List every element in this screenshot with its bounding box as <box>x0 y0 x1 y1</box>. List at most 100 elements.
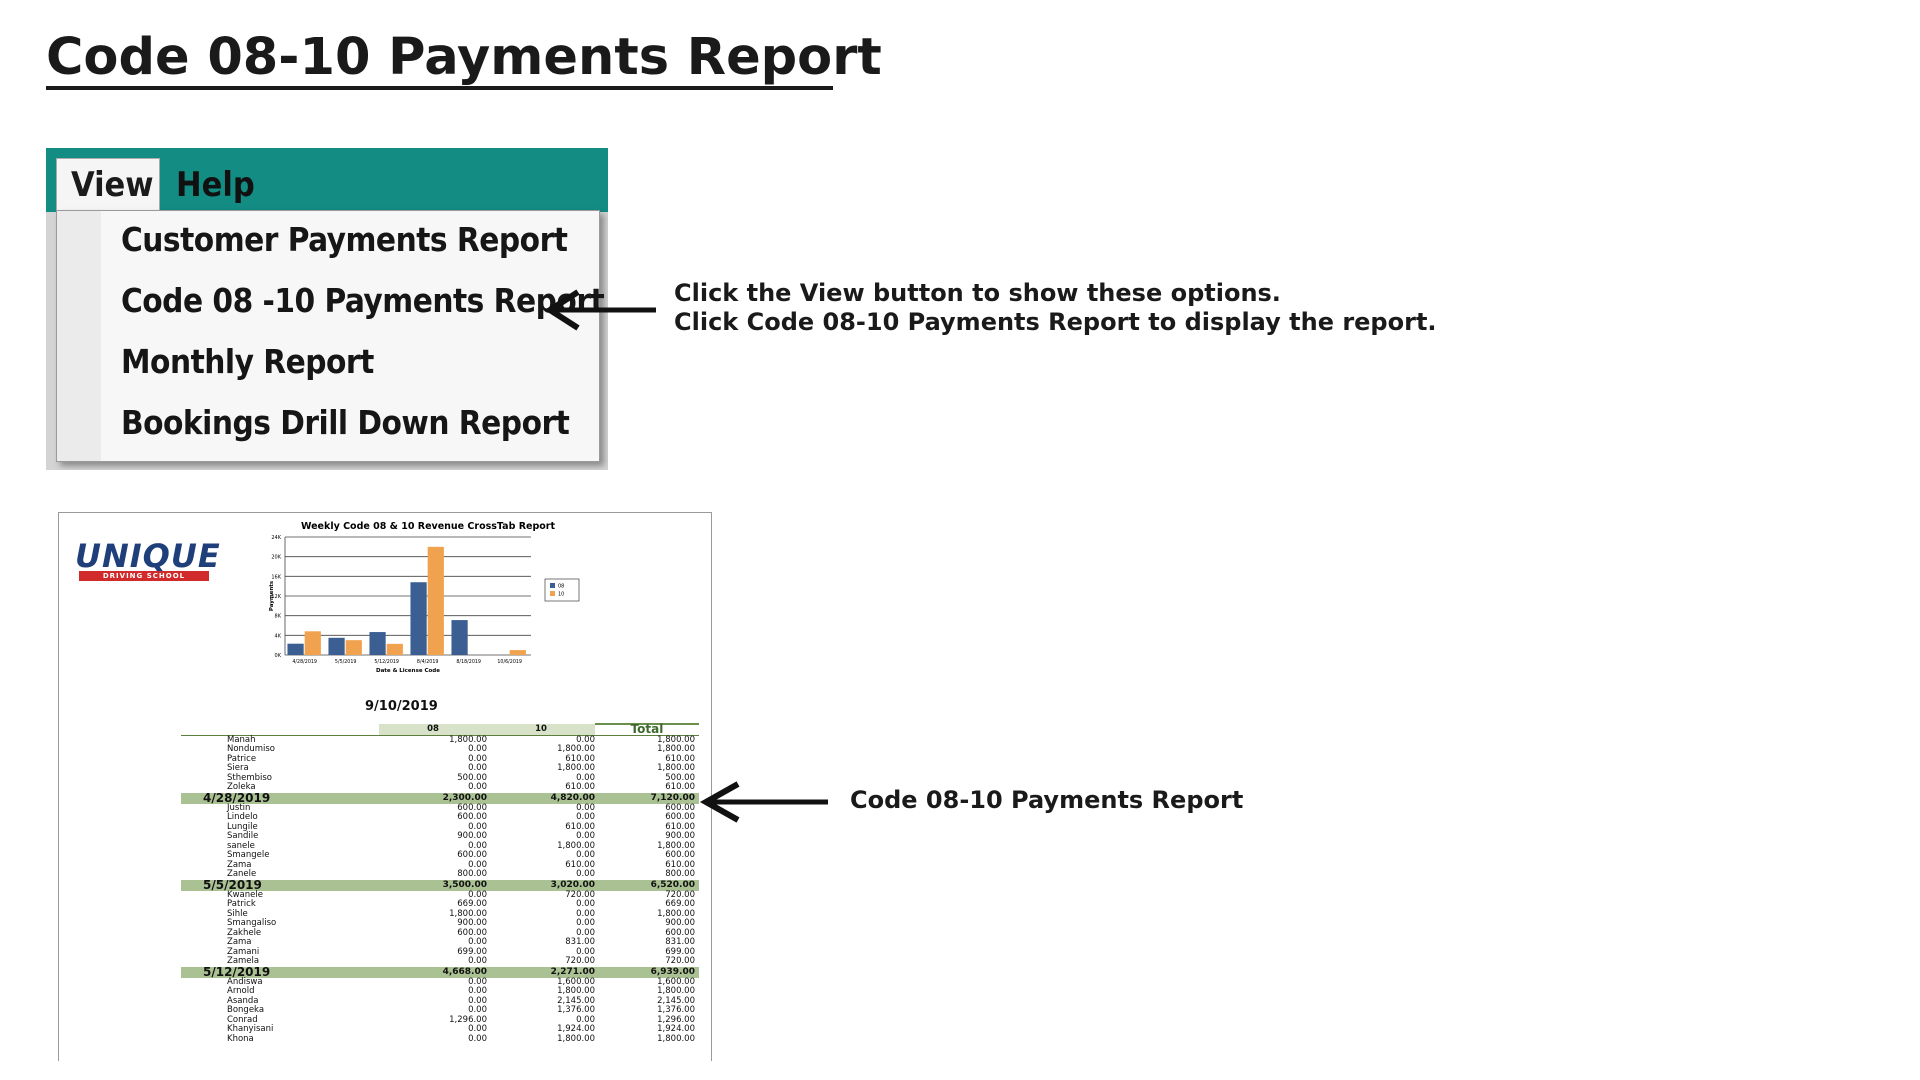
cell-code-08: 0.00 <box>468 744 487 754</box>
menu-item-customer-payments-report[interactable]: Customer Payments Report <box>121 220 568 259</box>
chart-y-tick-label: 24K <box>271 535 281 541</box>
cell-code-08: 1,800.00 <box>379 734 487 745</box>
cell-name: Arnold <box>227 986 255 996</box>
cell-code-08: 0.00 <box>468 782 487 792</box>
logo-text: UNIQUE <box>75 537 221 575</box>
cell-total: 1,800.00 <box>657 763 695 773</box>
subtotal-code-08: 3,500.00 <box>379 879 487 891</box>
menu-callout-line-1: Click the View button to show these opti… <box>674 279 1281 307</box>
subtotal-date: 4/28/2019 <box>181 792 379 804</box>
cell-code-10: 0.00 <box>576 908 595 919</box>
payments-table: 08 10 Total Manah 1,800.00 0.00 1,800.00 Non… <box>181 723 699 1044</box>
cell-total: 500.00 <box>665 772 695 783</box>
cell-total: 600.00 <box>665 812 695 822</box>
cell-code-08: 0.00 <box>468 840 487 851</box>
header-total: Total <box>595 723 699 735</box>
cell-code-08: 900.00 <box>457 831 487 841</box>
menu-item-monthly-report[interactable]: Monthly Report <box>121 342 374 381</box>
cell-name: Manah <box>181 734 379 745</box>
cell-name: Smangele <box>227 850 270 860</box>
cell-code-10: 0.00 <box>576 772 595 783</box>
cell-code-10: 1,800.00 <box>557 986 595 996</box>
table-row: Patrick 669.00 0.00 669.00 <box>181 899 699 910</box>
table-row: Khanyisani 0.00 1,924.00 1,924.00 <box>181 1024 699 1035</box>
cell-code-08: 1,296.00 <box>449 1014 487 1025</box>
arrow-left-icon <box>544 289 656 331</box>
subtotal-total: 6,939.00 <box>595 966 699 978</box>
table-row: Lindelo 600.00 0.00 600.00 <box>181 812 699 823</box>
menu-tab-help[interactable]: Help <box>176 165 255 205</box>
cell-total: 1,800.00 <box>657 1033 695 1044</box>
cell-name: Smangaliso <box>227 918 277 928</box>
logo-subtitle: DRIVING SCHOOL <box>79 571 209 581</box>
cell-name: Conrad <box>227 1014 258 1025</box>
cell-total: 800.00 <box>665 869 695 879</box>
chart-legend-swatch-08 <box>550 583 555 588</box>
cell-name: Zakhele <box>227 927 262 938</box>
chart-legend-swatch-10 <box>550 591 555 596</box>
cell-code-10: 610.00 <box>565 821 595 832</box>
cell-code-10: 0.00 <box>576 899 595 909</box>
cell-total: 600.00 <box>665 927 695 938</box>
cell-name: Zamani <box>227 946 260 957</box>
cell-code-08: 600.00 <box>457 812 487 822</box>
cell-code-08: 600.00 <box>457 802 487 813</box>
cell-code-08: 0.00 <box>468 1005 487 1015</box>
table-row: Manah 1,800.00 0.00 1,800.00 <box>181 734 699 745</box>
cell-code-10: 1,800.00 <box>557 1033 595 1044</box>
chart-bar-08 <box>328 637 345 655</box>
menu-tab-view[interactable]: View <box>56 158 160 212</box>
chart-y-tick-label: 4K <box>275 633 282 639</box>
cell-code-10: 0.00 <box>487 734 595 745</box>
chart-legend-label-08: 08 <box>558 584 564 590</box>
chart-y-axis-label: Payments <box>269 580 275 611</box>
subtotal-total: 7,120.00 <box>595 792 699 804</box>
cell-code-10: 2,145.00 <box>557 995 595 1006</box>
cell-name: Bongeka <box>227 1005 265 1015</box>
menu-item-code-08-10-payments-report[interactable]: Code 08 -10 Payments Report <box>121 281 605 320</box>
header-blank <box>181 724 379 735</box>
table-row: Kwanele 0.00 720.00 720.00 <box>181 889 699 901</box>
cell-code-08: 0.00 <box>468 821 487 832</box>
cell-code-10: 1,800.00 <box>557 763 595 773</box>
cell-name: Khanyisani <box>227 1024 274 1034</box>
cell-code-10: 1,800.00 <box>557 744 595 754</box>
table-row: Asanda 0.00 2,145.00 2,145.00 <box>181 995 699 1007</box>
cell-code-08: 0.00 <box>468 1033 487 1044</box>
cell-code-08: 669.00 <box>457 899 487 909</box>
arrow-left-icon <box>699 781 828 823</box>
table-row: Zama 0.00 831.00 831.00 <box>181 937 699 948</box>
cell-total: 1,924.00 <box>657 1024 695 1034</box>
subtotal-row: 5/5/2019 3,500.00 3,020.00 6,520.00 <box>181 879 699 891</box>
report-callout-text: Code 08-10 Payments Report <box>850 786 1244 814</box>
chart-bar-10 <box>427 546 444 655</box>
table-row: Smangele 600.00 0.00 600.00 <box>181 850 699 861</box>
page-title: Code 08-10 Payments Report <box>46 28 882 87</box>
cell-total: 600.00 <box>665 850 695 860</box>
chart-legend-box <box>544 578 580 602</box>
chart-bar-08 <box>451 620 468 655</box>
revenue-bar-chart: Weekly Code 08 & 10 Revenue CrossTab Rep… <box>269 521 580 674</box>
chart-x-tick-label: 5/5/2019 <box>335 659 357 665</box>
table-row: Siera 0.00 1,800.00 1,800.00 <box>181 763 699 774</box>
cell-total: 600.00 <box>665 802 695 813</box>
cell-code-08: 0.00 <box>468 976 487 987</box>
chart-y-tick-label: 0K <box>275 653 282 659</box>
report-screenshot: UNIQUE DRIVING SCHOOL Weekly Code 08 & 1… <box>58 512 712 1061</box>
cell-code-10: 0.00 <box>576 831 595 841</box>
menu-item-bookings-drill-down-report[interactable]: Bookings Drill Down Report <box>121 403 570 442</box>
cell-code-08: 699.00 <box>457 946 487 957</box>
subtotal-date: 5/12/2019 <box>181 966 379 978</box>
subtotal-code-08: 2,300.00 <box>379 792 487 804</box>
cell-name: Zanele <box>227 869 257 879</box>
chart-x-tick-label: 4/28/2019 <box>292 659 317 665</box>
cell-total: 720.00 <box>665 889 695 900</box>
table-row: Smangaliso 900.00 0.00 900.00 <box>181 918 699 929</box>
cell-code-08: 800.00 <box>457 869 487 879</box>
cell-code-08: 0.00 <box>468 763 487 773</box>
cell-total: 1,800.00 <box>595 734 699 745</box>
table-row: Sihle 1,800.00 0.00 1,800.00 <box>181 908 699 920</box>
cell-name: Patrick <box>227 899 256 909</box>
header-code-08: 08 <box>379 724 487 735</box>
cell-code-08: 900.00 <box>457 918 487 928</box>
